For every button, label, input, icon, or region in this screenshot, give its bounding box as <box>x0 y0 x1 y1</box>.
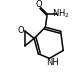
Text: NH$_2$: NH$_2$ <box>52 7 70 20</box>
Text: O: O <box>17 26 24 35</box>
Text: O: O <box>36 0 43 9</box>
Text: NH: NH <box>46 58 59 67</box>
